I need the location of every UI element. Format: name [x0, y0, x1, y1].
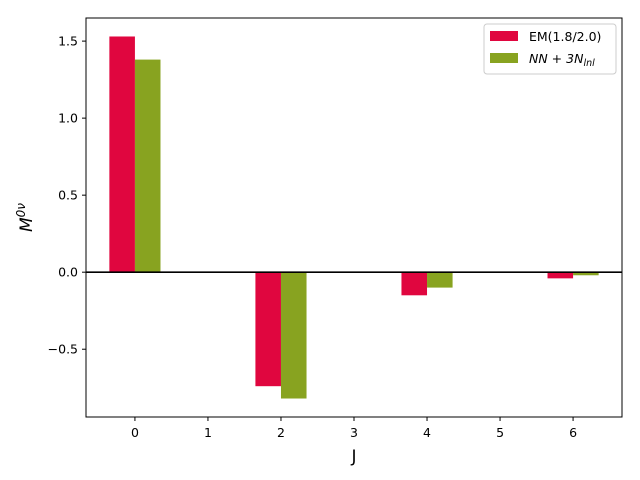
x-tick-label: 6	[569, 425, 577, 440]
y-axis-ticks: −0.5 0.0 0.5 1.0 1.5	[48, 34, 86, 357]
y-axis-label: M0ν	[14, 203, 37, 232]
bar	[255, 272, 281, 387]
bar	[427, 272, 453, 288]
y-axis-label-base: M	[17, 217, 37, 232]
legend-label: NN + 3Nlnl	[529, 51, 595, 69]
x-tick-label: 2	[277, 425, 285, 440]
bar	[109, 36, 135, 273]
legend-label: EM(1.8/2.0)	[529, 29, 601, 44]
bar	[547, 272, 574, 279]
legend-label-sub: lnl	[583, 58, 595, 69]
x-tick-label: 0	[131, 425, 139, 440]
legend-swatch	[490, 31, 518, 41]
y-tick-label: 1.5	[58, 34, 78, 49]
bar	[573, 272, 599, 276]
y-tick-label: 0.0	[58, 265, 78, 280]
x-tick-label: 3	[350, 425, 358, 440]
legend-label-main: NN + 3N	[529, 51, 584, 66]
y-tick-label: 0.5	[58, 188, 78, 203]
x-tick-label: 5	[496, 425, 504, 440]
x-tick-label: 1	[204, 425, 212, 440]
y-tick-label: −0.5	[48, 342, 78, 357]
legend-swatch	[490, 53, 518, 63]
legend: EM(1.8/2.0) NN + 3Nlnl	[483, 23, 617, 75]
bar	[134, 59, 161, 273]
bars-layer	[109, 36, 599, 399]
y-tick-label: 1.0	[58, 111, 78, 126]
plot-frame	[85, 17, 623, 418]
bar	[280, 272, 307, 399]
bar	[401, 272, 428, 296]
y-axis-label-sup: 0ν	[14, 203, 28, 218]
x-tick-label: 4	[423, 425, 431, 440]
x-axis-label: J	[350, 447, 356, 467]
x-axis-ticks: 0 1 2 3 4 5 6	[131, 417, 577, 440]
